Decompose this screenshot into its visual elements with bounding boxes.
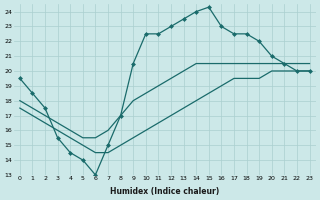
X-axis label: Humidex (Indice chaleur): Humidex (Indice chaleur)	[110, 187, 219, 196]
